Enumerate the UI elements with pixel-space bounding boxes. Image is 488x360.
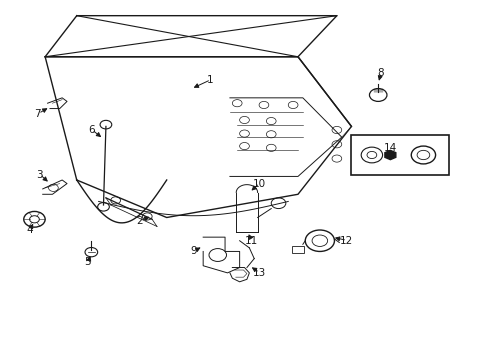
Text: 12: 12 (339, 236, 352, 246)
Text: 14: 14 (383, 143, 396, 153)
Text: 3: 3 (36, 170, 42, 180)
Text: 6: 6 (88, 125, 95, 135)
Text: 8: 8 (377, 68, 383, 78)
Text: 4: 4 (26, 225, 33, 235)
Bar (351, 135, 448, 175)
Polygon shape (384, 150, 395, 159)
Text: 13: 13 (252, 268, 265, 278)
Text: 11: 11 (244, 236, 258, 246)
Text: 5: 5 (84, 257, 91, 267)
Text: 7: 7 (35, 109, 41, 119)
Text: 1: 1 (207, 75, 213, 85)
Bar (291, 246, 303, 253)
Text: 2: 2 (136, 216, 143, 226)
Text: 9: 9 (190, 247, 196, 256)
Text: 10: 10 (252, 179, 265, 189)
